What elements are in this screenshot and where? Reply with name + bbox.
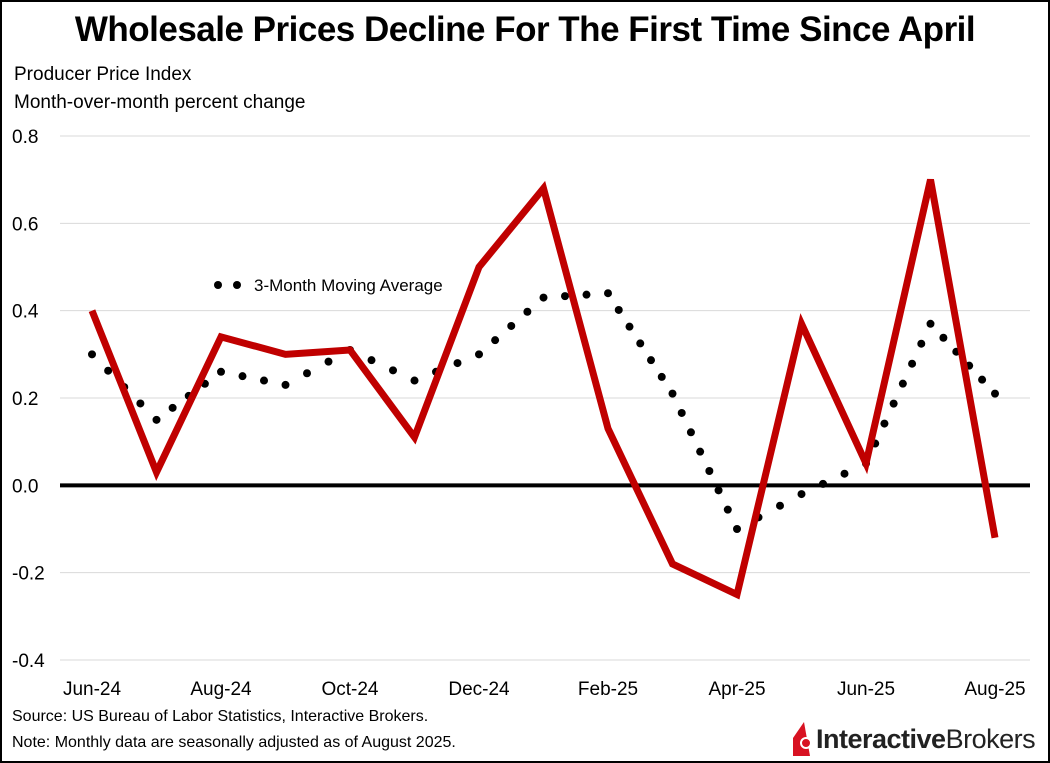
x-tick-label: Apr-25 (708, 679, 765, 700)
moving-average-dot (561, 292, 569, 301)
x-tick-label: Dec-24 (448, 679, 510, 700)
moving-average-dot (898, 379, 907, 388)
moving-average-dot (136, 399, 145, 408)
moving-average-dot (625, 322, 634, 331)
x-tick-label: Aug-25 (964, 679, 1025, 700)
moving-average-dot (238, 372, 247, 381)
moving-average-dot (926, 319, 935, 328)
moving-average-dot (733, 525, 741, 533)
x-tick-label: Feb-25 (578, 679, 638, 700)
moving-average-dot (410, 376, 419, 385)
x-tick-label: Aug-24 (190, 679, 252, 700)
moving-average-dot (647, 356, 655, 365)
moving-average-dot (281, 380, 290, 389)
x-tick-label: Oct-24 (321, 679, 378, 700)
moving-average-dot (908, 359, 917, 368)
y-tick-label: 0.8 (12, 127, 38, 148)
moving-average-dot (604, 289, 612, 298)
x-tick-label: Jun-24 (63, 679, 122, 700)
moving-average-dot (303, 369, 311, 378)
logo-text: InteractiveBrokers (816, 723, 1036, 754)
legend-dot (233, 281, 241, 289)
moving-average-dot (917, 339, 926, 348)
moving-average-dot (614, 305, 623, 314)
legend-label: 3-Month Moving Average (254, 276, 443, 295)
moving-average-dot (152, 415, 161, 424)
legend-dot (214, 281, 222, 289)
moving-average-dot (491, 336, 500, 345)
chart-subtitle-1: Producer Price Index (14, 64, 192, 85)
y-tick-label: 0.6 (12, 214, 38, 235)
moving-average-dot (453, 359, 462, 368)
moving-average-dot (657, 372, 666, 381)
moving-average-dot (696, 447, 705, 456)
moving-average-dot (686, 428, 695, 437)
chart-title: Wholesale Prices Decline For The First T… (74, 10, 976, 49)
logo-flame-icon (793, 722, 812, 756)
moving-average-dot (880, 419, 889, 428)
moving-average-dot (260, 376, 268, 385)
interactive-brokers-logo: InteractiveBrokers (790, 722, 1036, 756)
moving-average-dot (677, 408, 686, 417)
moving-average-dot (582, 290, 591, 299)
moving-average-dot (714, 486, 723, 495)
moving-average-dot (797, 490, 806, 499)
chart-subtitle-2: Month-over-month percent change (14, 92, 306, 113)
moving-average-dot (475, 350, 483, 359)
moving-average-dot (104, 366, 113, 375)
y-tick-label: -0.4 (12, 651, 45, 672)
y-tick-label: 0.0 (12, 476, 38, 497)
moving-average-dot (723, 505, 732, 514)
moving-average-dot (840, 469, 849, 478)
ppi-line (88, 178, 999, 600)
moving-average-dot (939, 333, 948, 342)
moving-average-dot (705, 466, 714, 475)
moving-average-dot (88, 350, 96, 359)
moving-average-dot (636, 339, 645, 348)
y-tick-label: 0.2 (12, 389, 38, 410)
moving-average-dot (668, 389, 677, 398)
moving-average-dot (324, 357, 333, 366)
moving-average-dot (539, 293, 548, 302)
data-note: Note: Monthly data are seasonally adjust… (12, 734, 456, 751)
moving-average-dot (978, 375, 987, 384)
moving-average-dot (389, 366, 397, 375)
moving-average-dot (776, 501, 784, 510)
x-tick-label: Jun-25 (837, 679, 895, 700)
moving-average-dot (819, 479, 827, 488)
moving-average-dot (507, 321, 516, 330)
moving-average-dot (523, 307, 532, 316)
moving-average-dot (217, 367, 225, 376)
moving-average-dot (889, 399, 898, 408)
moving-average-dot (991, 389, 999, 398)
source-note: Source: US Bureau of Labor Statistics, I… (12, 708, 429, 725)
y-tick-label: 0.4 (12, 302, 39, 323)
moving-average-dot (367, 356, 376, 365)
moving-average-dot (168, 403, 177, 412)
y-tick-label: -0.2 (12, 564, 45, 585)
